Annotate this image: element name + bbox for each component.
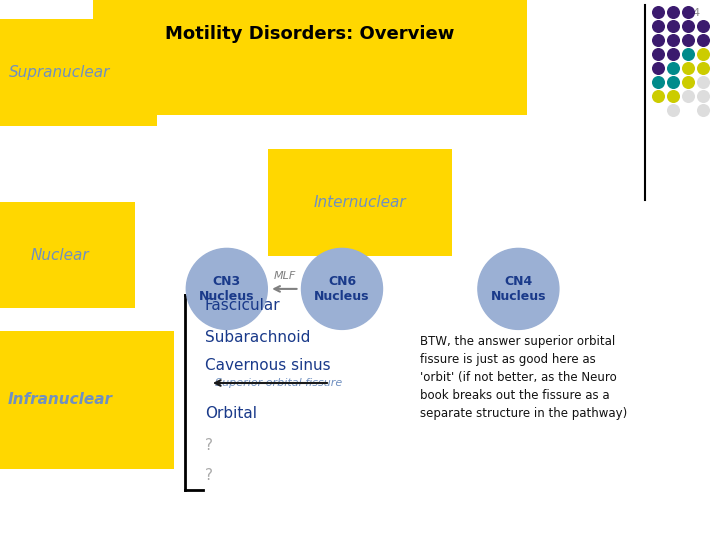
Point <box>697 50 708 58</box>
Text: Internuclear: Internuclear <box>314 195 406 210</box>
Text: Subarachnoid: Subarachnoid <box>205 330 310 346</box>
Point <box>683 64 694 72</box>
Point <box>683 78 694 86</box>
Point <box>683 92 694 100</box>
Point <box>667 64 679 72</box>
Circle shape <box>302 248 382 329</box>
Text: CN4
Nucleus: CN4 Nucleus <box>490 275 546 303</box>
Point <box>667 106 679 114</box>
Point <box>652 8 664 16</box>
Point <box>697 36 708 44</box>
Text: Motility Disorders: Overview: Motility Disorders: Overview <box>166 25 455 43</box>
Text: 64: 64 <box>686 8 700 18</box>
Point <box>697 92 708 100</box>
Circle shape <box>478 248 559 329</box>
Point <box>683 22 694 30</box>
Point <box>667 36 679 44</box>
Point <box>697 22 708 30</box>
Text: CN6
Nucleus: CN6 Nucleus <box>314 275 370 303</box>
Text: BTW, the answer superior orbital
fissure is just as good here as
'orbit' (if not: BTW, the answer superior orbital fissure… <box>420 335 627 420</box>
Text: MLF: MLF <box>274 271 295 281</box>
Point <box>683 8 694 16</box>
Point <box>697 106 708 114</box>
Point <box>652 50 664 58</box>
Text: Infranuclear: Infranuclear <box>7 393 112 408</box>
Point <box>667 8 679 16</box>
Text: ?: ? <box>205 437 213 453</box>
Text: Cavernous sinus: Cavernous sinus <box>205 357 330 373</box>
Point <box>667 92 679 100</box>
Point <box>683 50 694 58</box>
Text: ?: ? <box>205 468 213 483</box>
Point <box>697 64 708 72</box>
Point <box>667 50 679 58</box>
Point <box>667 78 679 86</box>
Text: Orbital: Orbital <box>205 406 257 421</box>
Text: Fascicular: Fascicular <box>205 298 281 313</box>
Point <box>697 78 708 86</box>
Text: Supranuclear: Supranuclear <box>9 65 111 80</box>
Point <box>652 36 664 44</box>
Point <box>652 64 664 72</box>
Text: Superior orbital fissure: Superior orbital fissure <box>215 378 342 388</box>
Text: Nuclear: Nuclear <box>31 247 89 262</box>
Point <box>652 78 664 86</box>
Point <box>667 22 679 30</box>
Point <box>683 36 694 44</box>
Text: CN3
Nucleus: CN3 Nucleus <box>199 275 255 303</box>
Point <box>652 22 664 30</box>
Point <box>652 92 664 100</box>
Circle shape <box>186 248 267 329</box>
